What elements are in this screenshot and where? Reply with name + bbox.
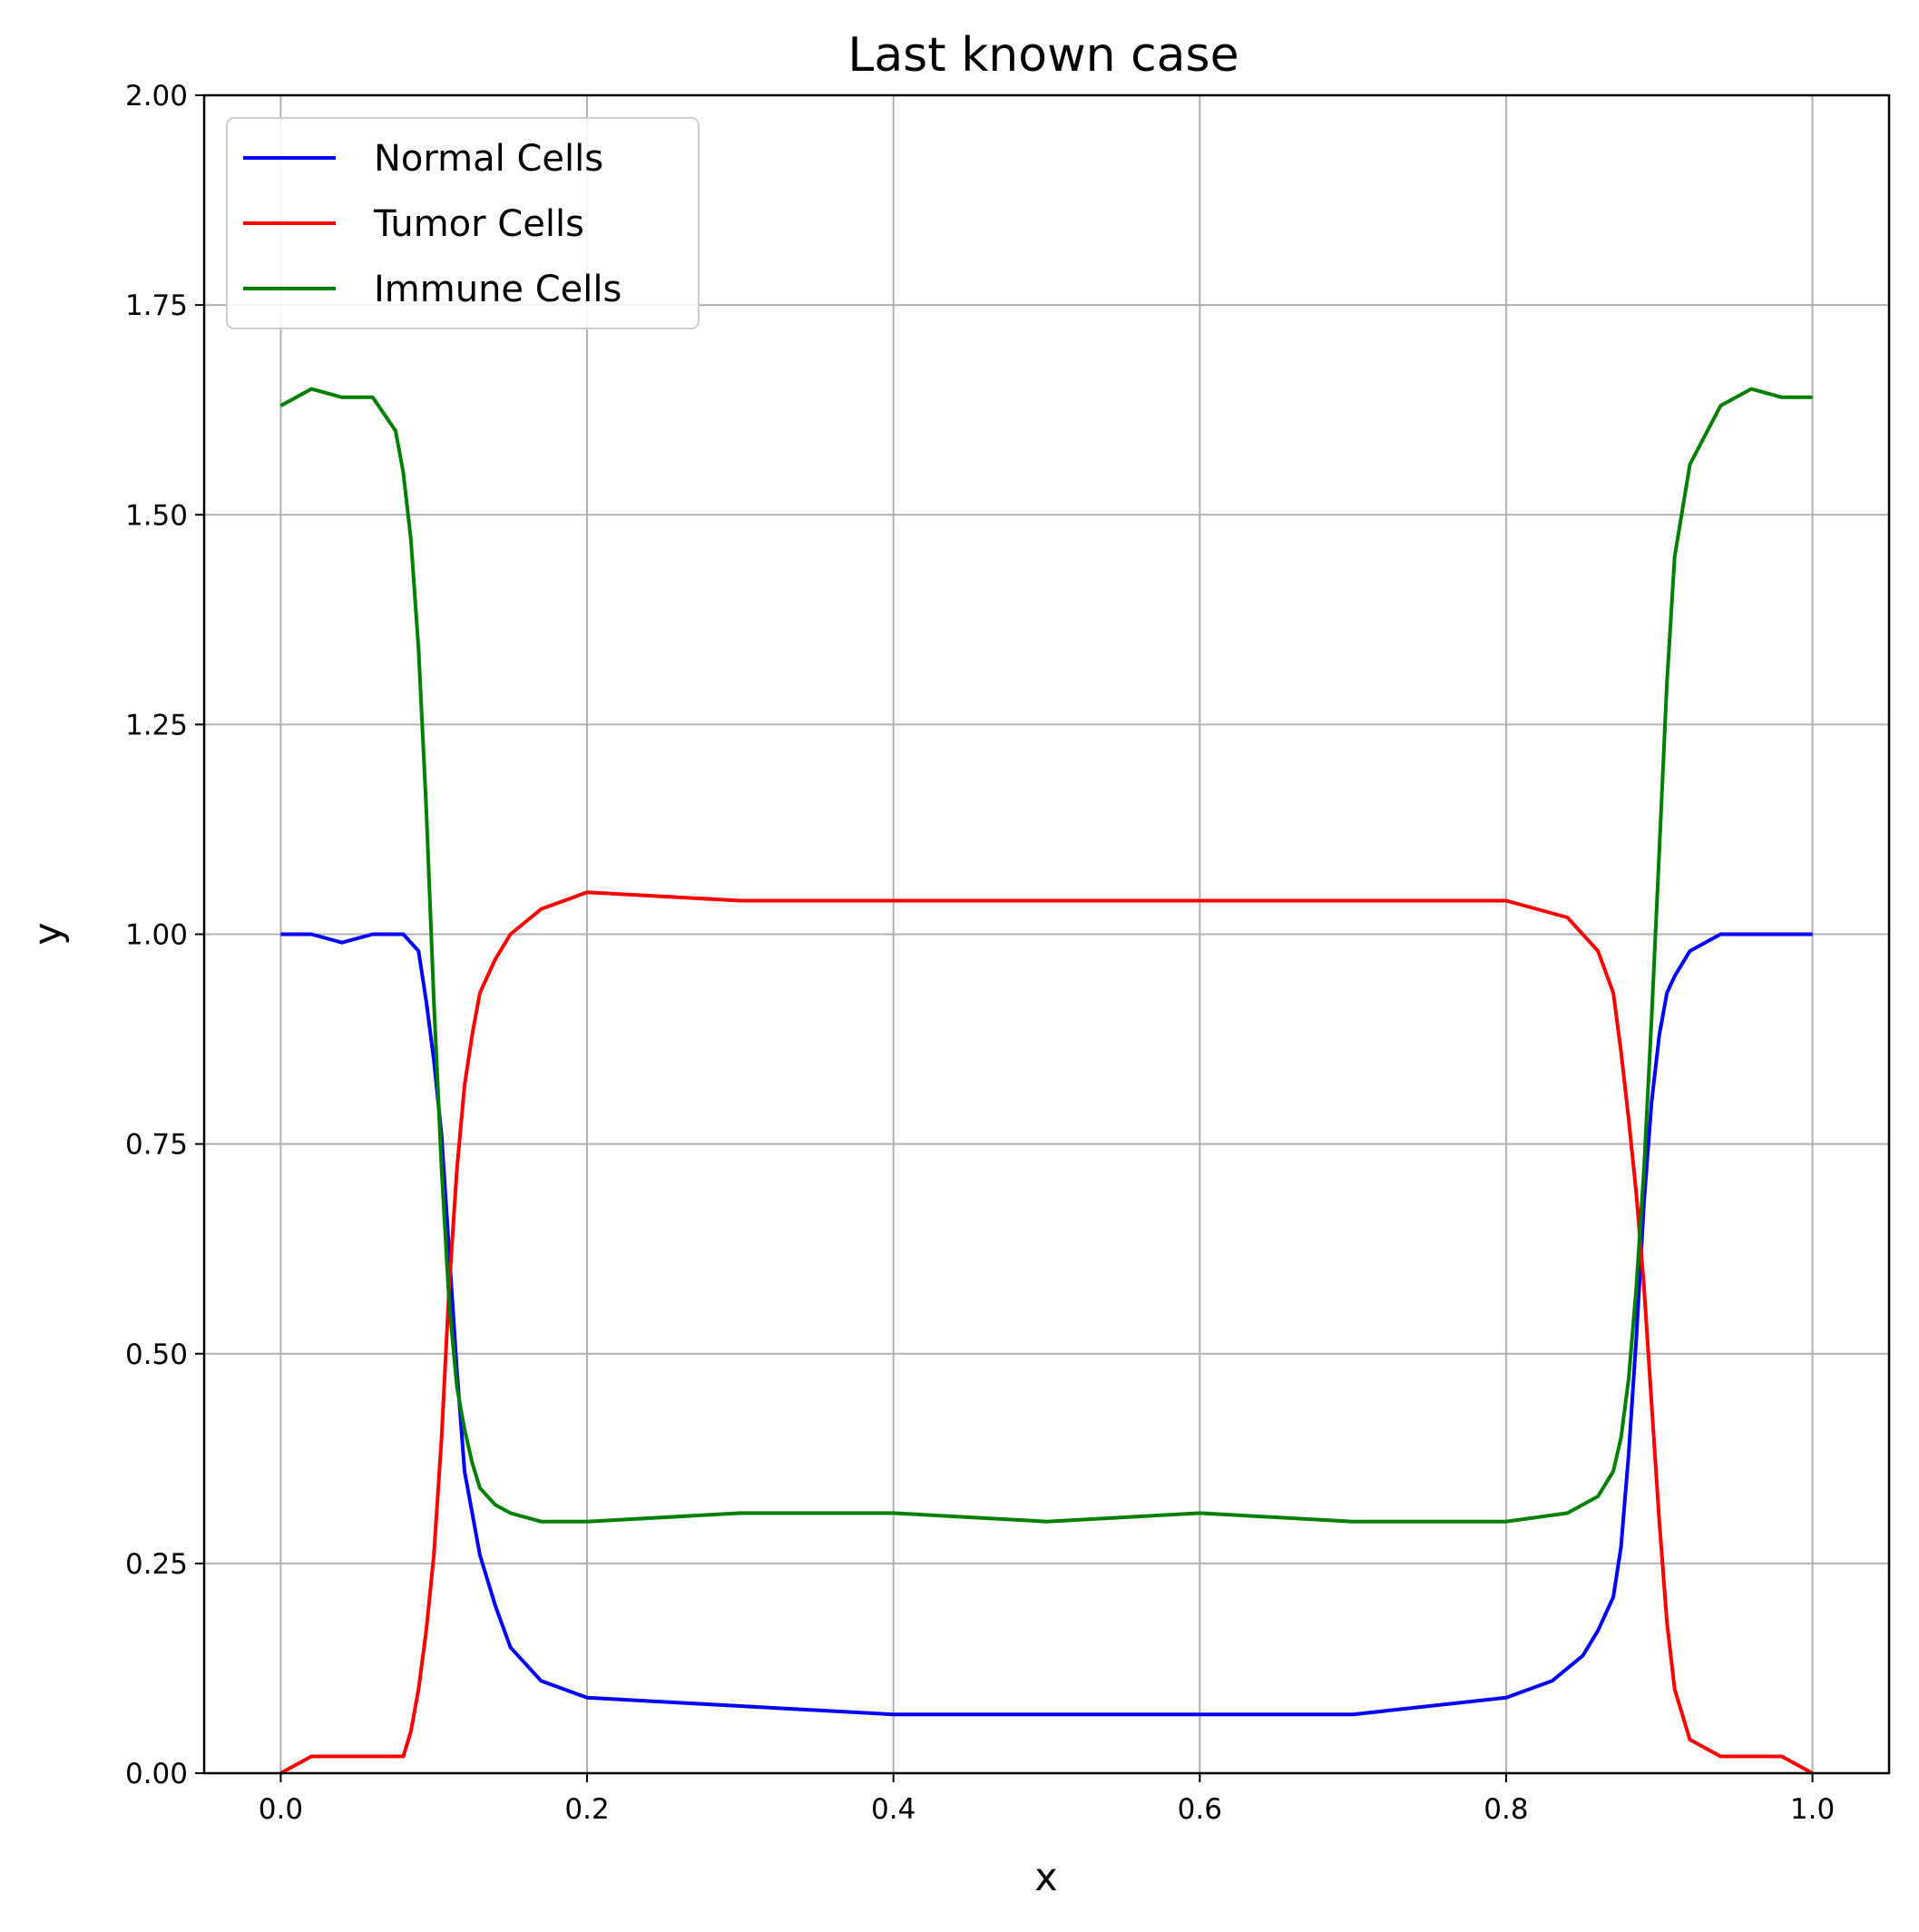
x-tick-label: 0.6	[1178, 1793, 1222, 1826]
tumor-cells-line	[279, 890, 1814, 1775]
y-axis-label: y	[25, 922, 71, 945]
y-tick-label: 1.50	[125, 499, 188, 532]
y-axis: 0.00 0.25 0.50 0.75 1.00 1.25 1.50 1.75 2.00	[125, 80, 204, 1790]
normal-cells-line	[280, 932, 1813, 1717]
immune-cells-line	[279, 387, 1813, 1524]
legend: Normal Cells Tumor Cells Immune Cells	[226, 117, 700, 329]
chart-title: Last known case	[847, 28, 1239, 83]
x-tick-label: 1.0	[1790, 1793, 1835, 1826]
y-tick-label: 0.50	[125, 1339, 188, 1371]
y-tick-label: 1.75	[125, 289, 188, 322]
y-tick-label: 0.00	[125, 1758, 188, 1790]
x-tick-label: 0.0	[259, 1793, 303, 1826]
x-axis: 0.0 0.2 0.4 0.6 0.8 1.0	[259, 1773, 1835, 1826]
legend-label-tumor-cells: Tumor Cells	[373, 203, 584, 245]
legend-label-immune-cells: Immune Cells	[374, 269, 622, 310]
y-tick-label: 0.75	[125, 1129, 188, 1162]
x-tick-label: 0.8	[1483, 1793, 1528, 1826]
series-layer	[279, 387, 1814, 1775]
y-tick-label: 2.00	[125, 80, 188, 113]
legend-box	[226, 117, 700, 329]
y-tick-label: 0.25	[125, 1548, 188, 1581]
x-axis-label: x	[1034, 1855, 1057, 1900]
x-tick-label: 0.2	[564, 1793, 609, 1826]
x-tick-label: 0.4	[871, 1793, 915, 1826]
y-tick-label: 1.25	[125, 709, 188, 741]
legend-label-normal-cells: Normal Cells	[374, 138, 603, 180]
y-tick-label: 1.00	[125, 919, 188, 952]
